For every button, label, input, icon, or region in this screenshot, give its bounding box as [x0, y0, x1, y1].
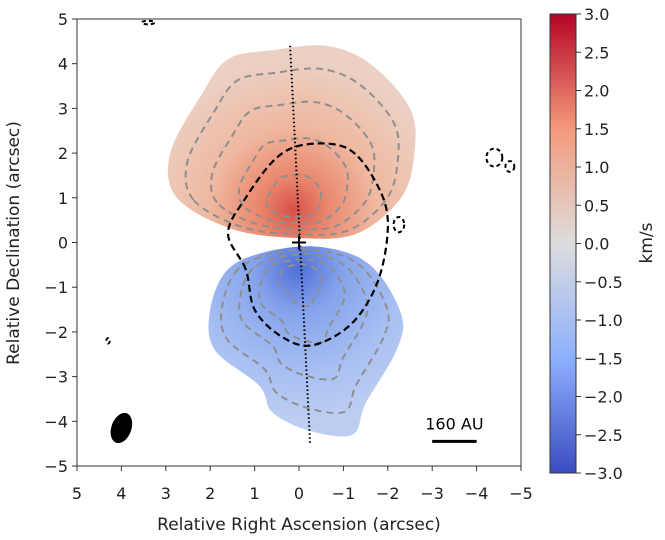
- y-axis-label: Relative Declination (arcsec): [4, 121, 24, 365]
- x-tick-label: 2: [205, 484, 215, 503]
- colorbar-tick-label: 1.0: [584, 158, 609, 177]
- colorbar-tick-label: −1.5: [584, 349, 623, 368]
- noise-contour-4: [105, 337, 111, 345]
- y-tick-label: 0: [58, 234, 68, 253]
- redshifted-contour-4: [265, 173, 323, 219]
- redshifted-lobe: [167, 45, 416, 239]
- x-axis: 5 4 3 2 1 0 −1 −2 −3 −4 −5: [72, 466, 533, 503]
- x-tick-label: 3: [161, 484, 171, 503]
- blueshifted-contour-4: [278, 263, 323, 308]
- x-tick-label: −2: [376, 484, 400, 503]
- y-tick-label: −5: [44, 457, 68, 476]
- x-axis-label: Relative Right Ascension (arcsec): [157, 515, 441, 535]
- y-tick-label: 3: [58, 99, 68, 118]
- x-tick-label: −1: [332, 484, 356, 503]
- y-tick-label: −3: [44, 368, 68, 387]
- scale-bar: 160 AU: [425, 414, 484, 443]
- colorbar-tick-label: −2.5: [584, 426, 623, 445]
- redshifted-contour-2: [209, 100, 376, 231]
- x-tick-label: 1: [250, 484, 260, 503]
- source-marker: [292, 235, 306, 250]
- y-tick-label: 1: [58, 189, 68, 208]
- intensity-contour: [226, 142, 389, 347]
- colorbar-tick-label: 1.5: [584, 120, 609, 139]
- colorbar-tick-label: 2.5: [584, 43, 609, 62]
- x-tick-label: 5: [72, 484, 82, 503]
- colorbar-gradient: [549, 13, 577, 474]
- blueshifted-contour-3: [258, 258, 346, 344]
- colorbar-tick-label: 3.0: [584, 5, 609, 24]
- x-tick-label: 4: [116, 484, 126, 503]
- scale-bar-label: 160 AU: [425, 414, 483, 433]
- y-tick-label: 4: [58, 55, 68, 74]
- y-tick-label: 5: [58, 10, 68, 29]
- colorbar-tick-label: 0.5: [584, 196, 609, 215]
- x-tick-label: −3: [420, 484, 444, 503]
- y-tick-label: −4: [44, 412, 68, 431]
- y-tick-label: 2: [58, 144, 68, 163]
- colorbar-tick-label: 0.0: [584, 235, 609, 254]
- colorbar-label: km/s: [637, 222, 657, 263]
- noise-contour-5: [140, 19, 156, 26]
- redshifted-contour-3: [237, 137, 349, 225]
- colorbar-tick-label: −3.0: [584, 464, 623, 483]
- colorbar-tick-label: −0.5: [584, 273, 623, 292]
- blueshifted-contour-2: [238, 253, 369, 381]
- plot-area: 160 AU: [76, 18, 522, 467]
- colorbar-tick-label: 2.0: [584, 82, 609, 101]
- colorbar-tick-label: −2.0: [584, 388, 623, 407]
- y-axis: 5 4 3 2 1 0 −1 −2 −3 −4 −5: [44, 10, 77, 476]
- x-tick-label: −5: [509, 484, 533, 503]
- y-tick-label: −1: [44, 278, 68, 297]
- beam-ellipse: [110, 412, 133, 444]
- redshifted-contour-1: [184, 67, 400, 236]
- colorbar-ticks: 3.0 2.5 2.0 1.5 1.0 0.5 0.0 −0.5 −1.0 −1.5 −2.0 −2.…: [576, 5, 623, 483]
- blueshifted-contour-1: [220, 248, 390, 415]
- y-tick-label: −2: [44, 323, 68, 342]
- noise-contour-2: [504, 160, 516, 173]
- colorbar: 3.0 2.5 2.0 1.5 1.0 0.5 0.0 −0.5 −1.0 −1.5 −2.0 −2.…: [549, 5, 657, 483]
- colorbar-tick-label: −1.0: [584, 311, 623, 330]
- noise-contour-1: [485, 147, 504, 168]
- x-tick-label: 0: [294, 484, 304, 503]
- x-tick-label: −4: [465, 484, 489, 503]
- noise-contour-3: [392, 216, 406, 234]
